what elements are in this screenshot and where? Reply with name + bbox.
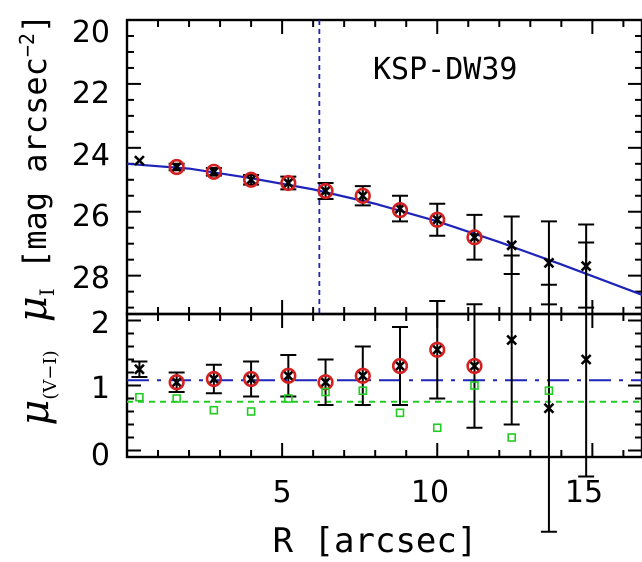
lower-cross-point bbox=[245, 373, 257, 385]
lower-ytick-label: 1 bbox=[91, 371, 110, 406]
lower-y-axis-title: μ(V−I) bbox=[12, 350, 61, 425]
upper-circle-point bbox=[205, 163, 222, 180]
upper-cross-point bbox=[357, 190, 369, 202]
upper-ylabel-close: ] bbox=[16, 14, 54, 33]
lower-circle-point bbox=[391, 357, 409, 375]
lower-circle-point bbox=[205, 370, 222, 388]
upper-ylabel-symbol: μ bbox=[10, 296, 56, 322]
lower-square-point bbox=[470, 381, 479, 390]
upper-ytick-label: 20 bbox=[72, 15, 110, 50]
lower-circle-point bbox=[354, 367, 371, 384]
x-axis-title: R [arcsec] bbox=[273, 521, 478, 561]
lower-cross-point bbox=[208, 373, 220, 385]
upper-ytick-label: 28 bbox=[72, 261, 110, 296]
lower-square-point bbox=[395, 408, 405, 418]
upper-circle-point bbox=[391, 202, 409, 219]
lower-cross-point bbox=[320, 376, 331, 388]
svg-text:μI [mag arcsec−2]: μI [mag arcsec−2] bbox=[10, 14, 59, 322]
lower-ytick-label: 0 bbox=[91, 438, 110, 473]
upper-cross-point bbox=[394, 203, 406, 214]
lower-tick-marks bbox=[127, 314, 642, 457]
lower-ylabel-symbol: μ bbox=[12, 400, 58, 426]
lower-circle-point bbox=[242, 370, 260, 388]
svg-text:μ(V−I): μ(V−I) bbox=[12, 350, 61, 425]
lower-cross-point bbox=[543, 402, 555, 414]
lower-plot-marks bbox=[127, 241, 642, 533]
upper-ytick-label: 22 bbox=[72, 76, 110, 111]
lower-circle-point bbox=[280, 367, 297, 384]
lower-cross-point bbox=[357, 370, 369, 382]
lower-square-point bbox=[432, 423, 442, 433]
upper-ylabel-sub: I bbox=[35, 288, 59, 296]
upper-circle-point bbox=[317, 182, 334, 200]
lower-circle-point bbox=[429, 341, 446, 358]
upper-circle-point bbox=[429, 211, 446, 228]
lower-ytick-label: 2 bbox=[91, 306, 110, 341]
upper-circle-point bbox=[354, 187, 371, 204]
upper-cross-point bbox=[245, 174, 257, 186]
upper-ylabel-exp: −2 bbox=[15, 33, 39, 57]
upper-circle-point bbox=[168, 158, 185, 176]
upper-y-axis-title: μI [mag arcsec−2] bbox=[10, 14, 59, 322]
lower-square-point bbox=[209, 405, 219, 415]
upper-cross-point bbox=[320, 185, 331, 197]
galaxy-name-annotation: KSP-DW39 bbox=[373, 52, 518, 87]
upper-model-curve bbox=[126, 162, 642, 296]
lower-circle-point bbox=[168, 374, 185, 391]
lower-square-point bbox=[507, 433, 516, 442]
lower-cross-point bbox=[580, 354, 592, 365]
xtick-label: 15 bbox=[565, 475, 603, 510]
upper-cross-point bbox=[431, 214, 443, 226]
xtick-label: 5 bbox=[272, 475, 291, 510]
upper-circle-point bbox=[466, 229, 483, 246]
lower-cross-point bbox=[282, 370, 294, 382]
upper-cross-point bbox=[133, 155, 145, 167]
lower-cross-point bbox=[171, 376, 183, 388]
lower-circle-point bbox=[466, 357, 483, 375]
upper-circle-point bbox=[242, 171, 260, 188]
upper-ytick-label: 24 bbox=[72, 138, 110, 173]
upper-ylabel-unit: [mag arcsec bbox=[16, 57, 54, 269]
upper-cross-point bbox=[171, 161, 183, 173]
lower-square-point bbox=[358, 386, 368, 396]
upper-cross-point bbox=[469, 231, 480, 243]
lower-cross-point bbox=[133, 363, 145, 375]
lower-square-point bbox=[172, 394, 181, 403]
upper-circle-point bbox=[280, 174, 297, 192]
lower-cross-point bbox=[506, 334, 518, 346]
lower-square-point bbox=[544, 386, 554, 396]
lower-square-point bbox=[135, 392, 144, 402]
lower-cross-point bbox=[469, 360, 480, 372]
upper-ytick-label: 26 bbox=[72, 199, 110, 234]
lower-cross-point bbox=[431, 344, 443, 356]
lower-square-point bbox=[321, 387, 330, 397]
lower-ylabel-sub: (V−I) bbox=[40, 350, 61, 399]
xtick-label: 10 bbox=[411, 475, 449, 510]
upper-cross-point bbox=[208, 166, 220, 178]
upper-cross-point bbox=[506, 239, 518, 251]
upper-cross-point bbox=[282, 177, 294, 189]
upper-cross-point bbox=[543, 257, 555, 269]
lower-square-point bbox=[246, 407, 256, 416]
lower-square-point bbox=[284, 394, 293, 403]
lower-cross-point bbox=[394, 360, 406, 372]
